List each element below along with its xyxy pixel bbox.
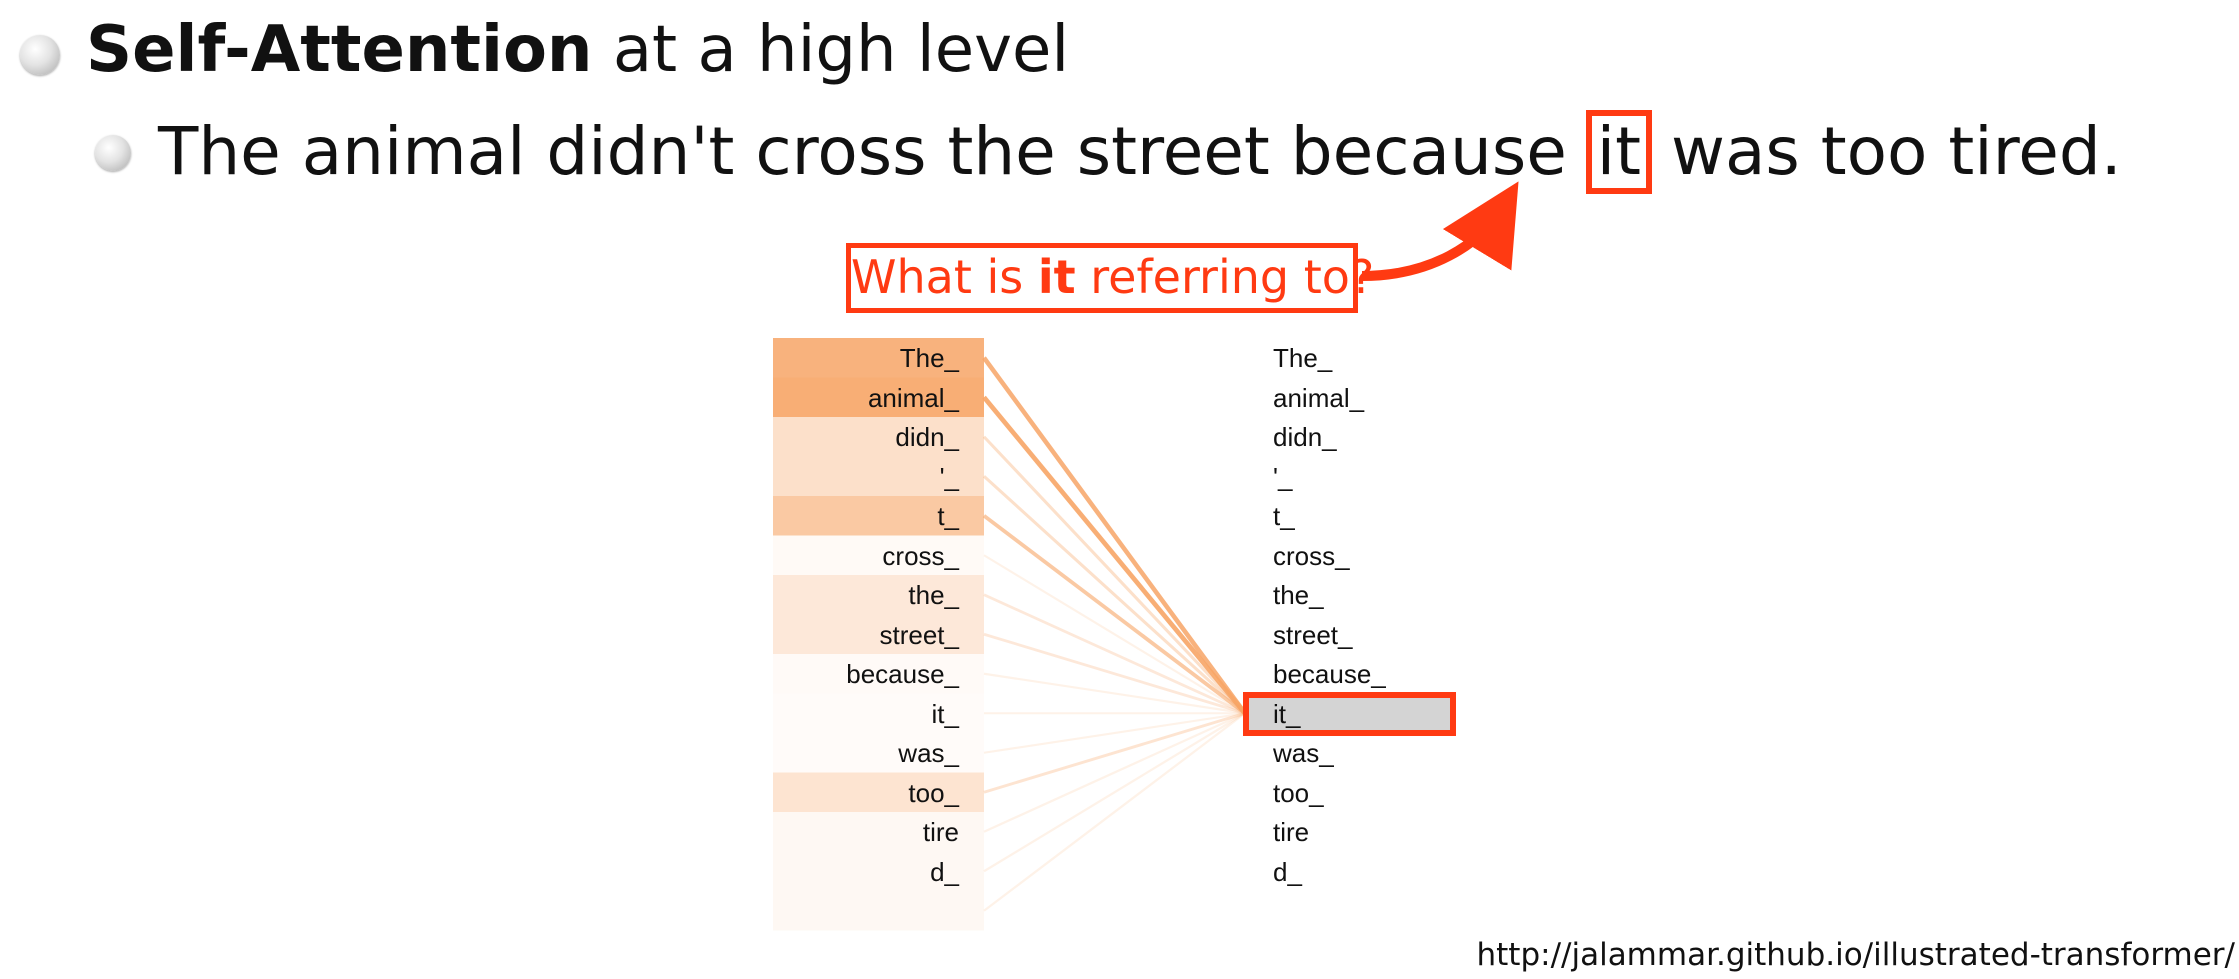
left-token: because_ [846, 659, 959, 689]
attention-cell [773, 575, 984, 615]
attention-line [983, 554, 1246, 715]
right-token: cross_ [1273, 540, 1350, 571]
attention-cell [773, 851, 984, 891]
sentence-highlight-it: it [1585, 110, 1653, 194]
left-token: it_ [931, 698, 959, 729]
attention-cell [773, 338, 984, 378]
right-token: too_ [1273, 777, 1324, 808]
heading-bold: Self-Attention [86, 13, 593, 87]
left-token: d_ [930, 856, 959, 887]
attention-cell [773, 772, 984, 812]
selected-token: it_ [1273, 698, 1301, 729]
attention-cell [773, 496, 984, 536]
attention-line [983, 632, 1246, 715]
question-box: What is it referring to? [846, 243, 1374, 313]
sentence-before: The animal didn't cross the street becau… [158, 113, 1588, 190]
attention-cell [773, 417, 984, 457]
sub-bullet-icon [95, 135, 131, 171]
left-token: '_ [939, 461, 959, 492]
attention-line [983, 712, 1246, 833]
attention-line [983, 712, 1246, 873]
left-token: t_ [937, 501, 959, 531]
right-token: d_ [1273, 856, 1302, 887]
left-token: cross_ [882, 540, 959, 571]
attention-line [982, 435, 1247, 715]
question-before: What is [851, 250, 1038, 304]
attention-cell [773, 654, 984, 694]
right-token: '_ [1273, 461, 1293, 492]
attention-cell [773, 456, 984, 496]
attention-cell [773, 812, 984, 852]
attention-cell [773, 535, 984, 575]
left-token: The_ [899, 343, 959, 373]
right-token: street_ [1273, 619, 1353, 650]
left-token: too_ [908, 777, 959, 808]
attention-line [983, 672, 1246, 715]
attention-line [983, 712, 1246, 754]
attention-line [982, 356, 1247, 715]
arrow-to-it [1361, 181, 1519, 281]
source-url: http://jalammar.github.io/illustrated-tr… [1476, 937, 2236, 973]
attention-line [982, 395, 1247, 715]
right-token: t_ [1273, 501, 1295, 531]
attention-cell [773, 614, 984, 654]
left-token: the_ [908, 580, 959, 610]
attention-cell [773, 377, 984, 417]
left-token: animal_ [867, 382, 959, 413]
left-token: was_ [898, 738, 959, 768]
left-token: tire [922, 817, 959, 847]
attention-line [983, 711, 1246, 794]
question-bold: it [1037, 250, 1076, 304]
question-after: referring to? [1075, 250, 1375, 304]
heading: Self-Attention at a high level [86, 10, 1069, 90]
attention-line [982, 475, 1247, 715]
bullet-icon [20, 35, 60, 75]
right-token: animal_ [1273, 382, 1365, 413]
right-token: the_ [1273, 580, 1324, 610]
right-token: The_ [1273, 343, 1333, 373]
right-token: tire [1273, 817, 1310, 847]
attention-line [983, 593, 1246, 715]
example-sentence: The animal didn't cross the street becau… [158, 110, 2122, 194]
attention-cell [773, 733, 984, 773]
right-token: was_ [1273, 738, 1334, 768]
right-token: didn_ [1273, 422, 1337, 452]
left-token: street_ [879, 619, 960, 650]
right-token: because_ [1273, 659, 1386, 689]
sentence-after: was too tired. [1650, 113, 2122, 190]
selected-token-box [1243, 692, 1456, 736]
attention-line [982, 514, 1247, 715]
attention-cell [773, 891, 984, 931]
attention-cell [773, 693, 984, 733]
left-token: didn_ [895, 422, 959, 452]
heading-rest: at a high level [592, 13, 1070, 87]
attention-line [983, 712, 1246, 912]
